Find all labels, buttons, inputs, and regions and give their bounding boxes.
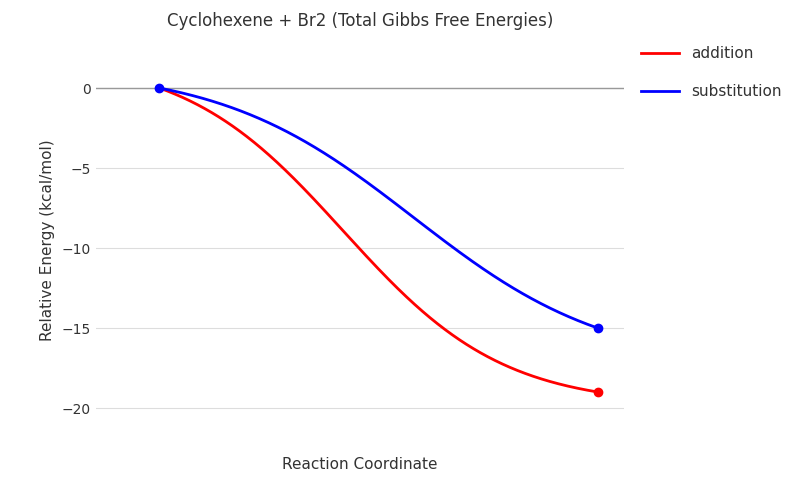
Line: addition: addition	[159, 88, 598, 392]
substitution	[199, 96, 209, 102]
substitution	[332, 158, 342, 164]
Legend: addition, substitution: addition, substitution	[634, 40, 788, 105]
addition	[199, 105, 209, 111]
addition	[455, 338, 465, 344]
substitution	[593, 325, 602, 331]
substitution	[455, 250, 465, 256]
X-axis label: Reaction Coordinate: Reaction Coordinate	[282, 456, 438, 471]
addition	[332, 220, 342, 226]
substitution	[347, 169, 357, 175]
addition	[504, 364, 514, 370]
Line: substitution: substitution	[159, 88, 598, 328]
Y-axis label: Relative Energy (kcal/mol): Relative Energy (kcal/mol)	[40, 139, 55, 341]
substitution	[496, 278, 506, 283]
Title: Cyclohexene + Br2 (Total Gibbs Free Energies): Cyclohexene + Br2 (Total Gibbs Free Ener…	[167, 12, 553, 30]
addition	[593, 389, 602, 395]
addition	[347, 238, 357, 244]
substitution	[504, 282, 514, 288]
substitution	[154, 85, 164, 91]
addition	[154, 85, 164, 91]
addition	[496, 360, 506, 366]
